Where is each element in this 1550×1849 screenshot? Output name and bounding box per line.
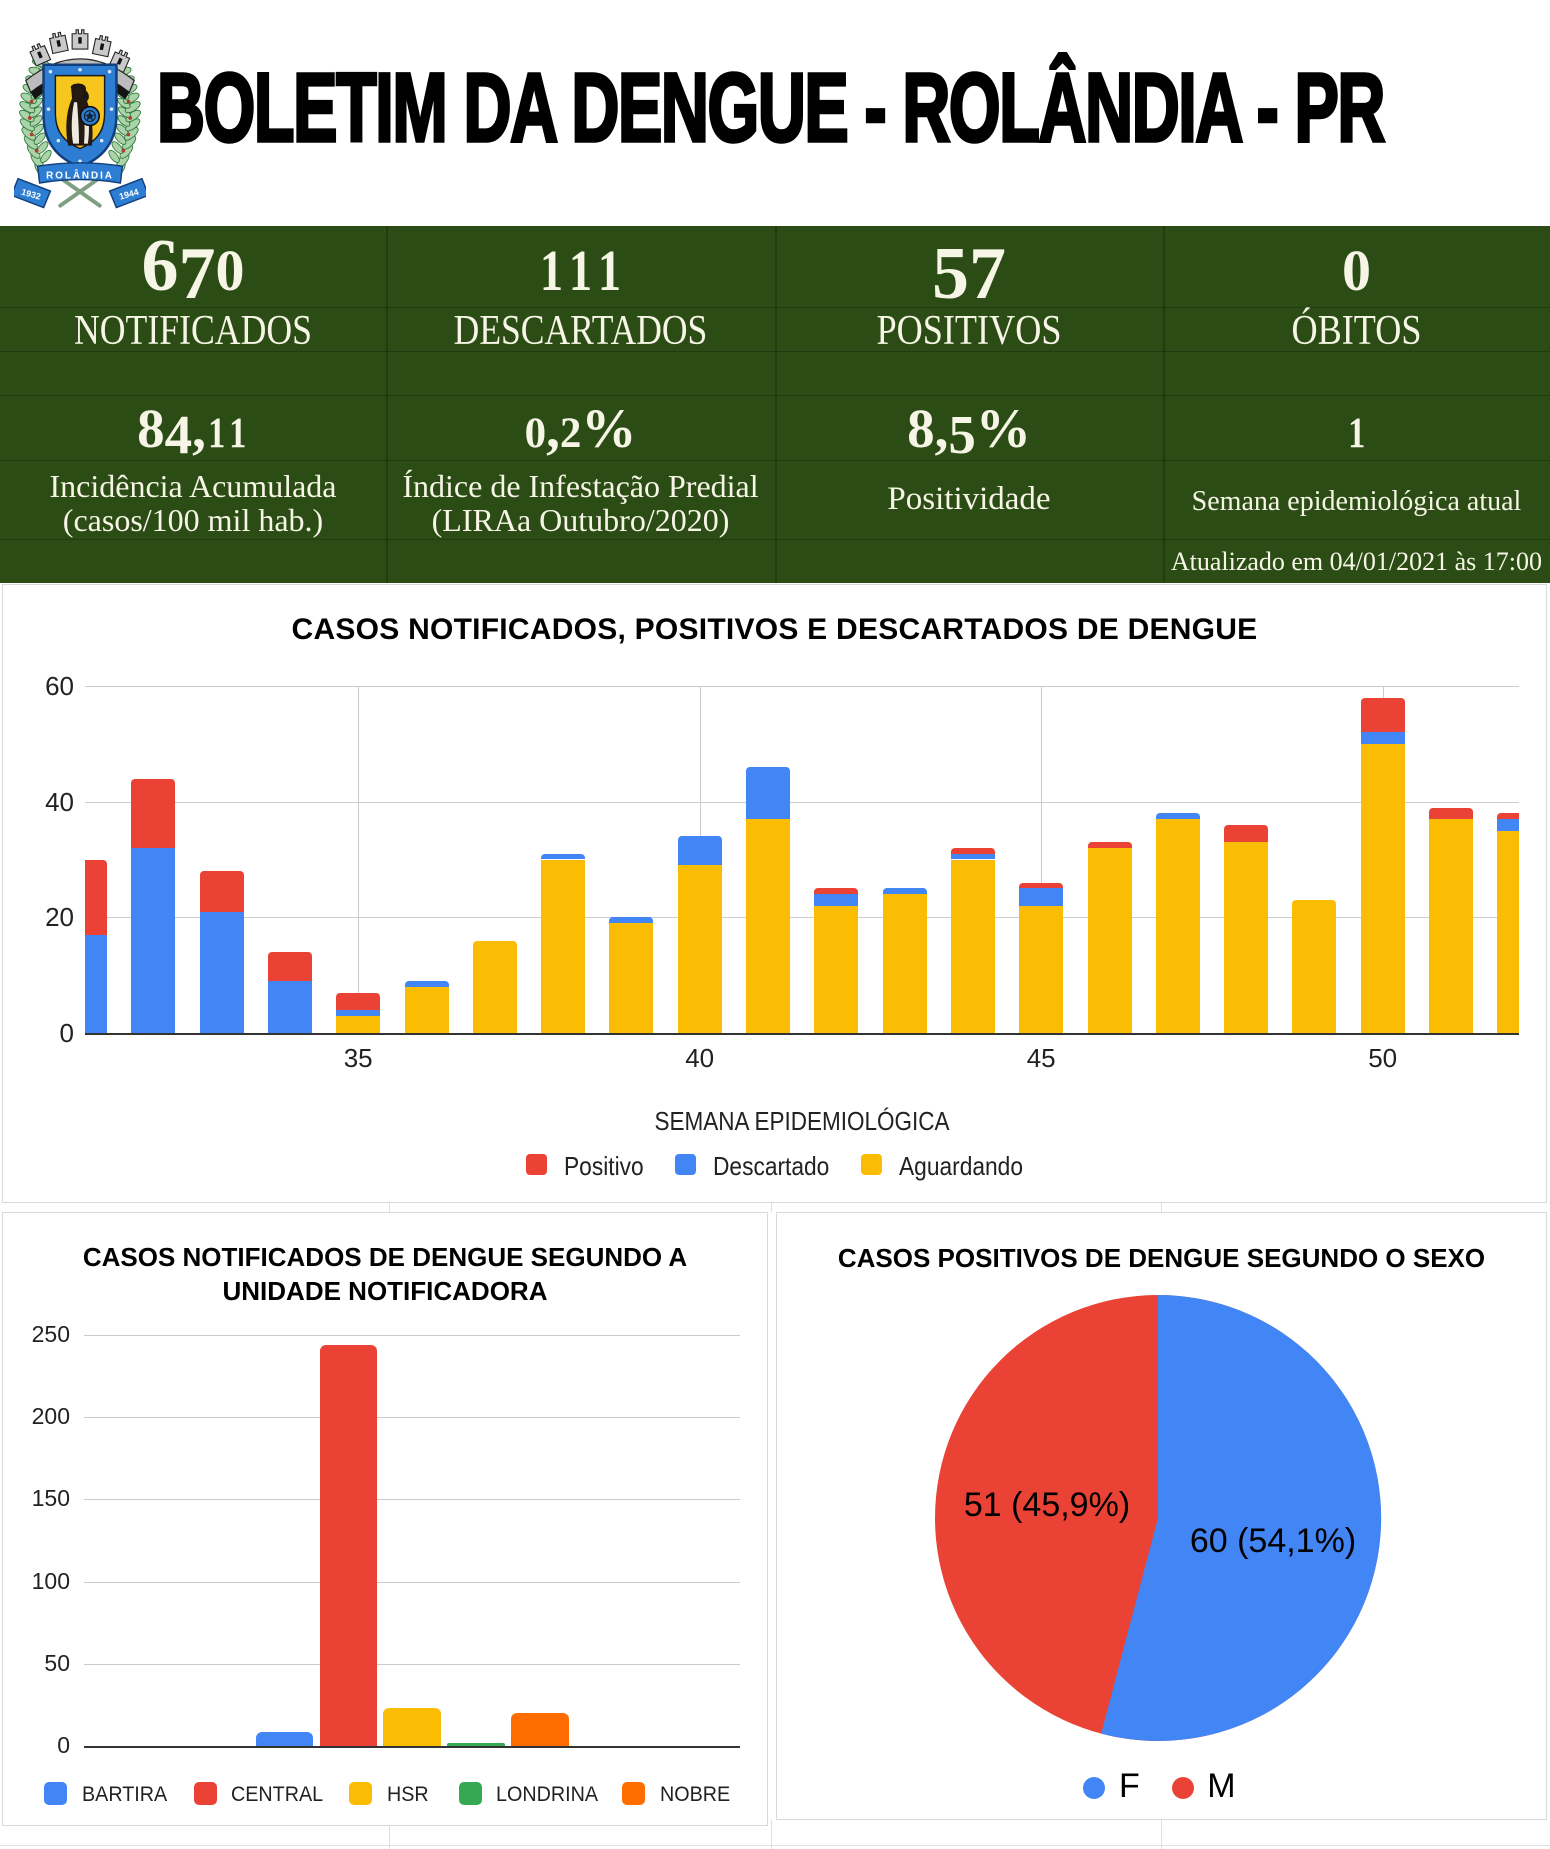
svg-text:ROLÂNDIA: ROLÂNDIA [46,170,114,182]
